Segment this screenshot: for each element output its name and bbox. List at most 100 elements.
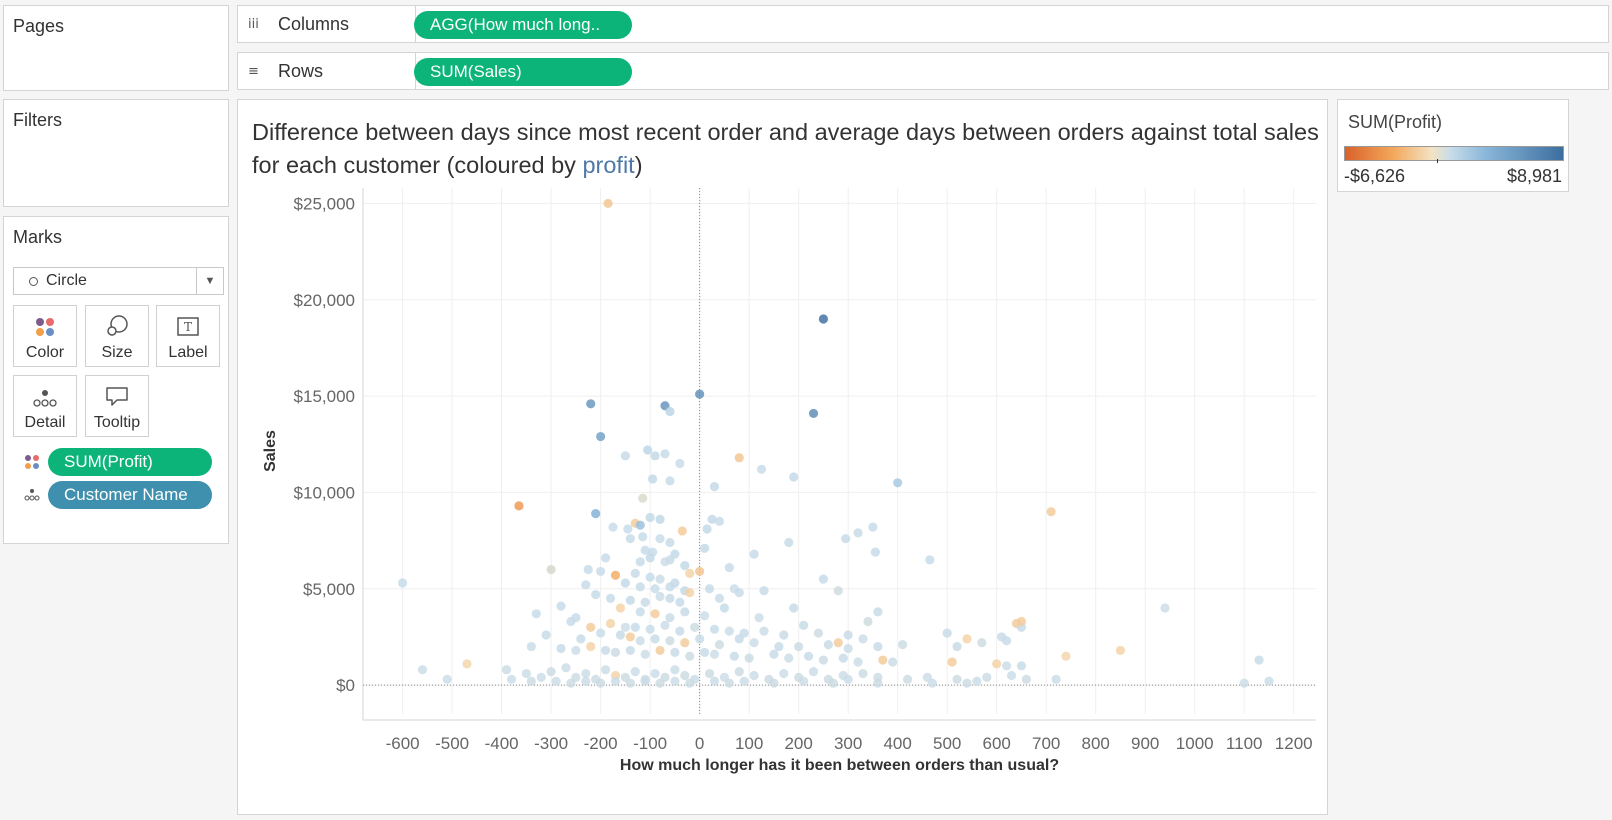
data-point[interactable] bbox=[645, 572, 655, 582]
data-point[interactable] bbox=[734, 634, 744, 644]
data-point[interactable] bbox=[596, 678, 606, 688]
data-point[interactable] bbox=[823, 640, 833, 650]
data-point[interactable] bbox=[620, 578, 630, 588]
data-point[interactable] bbox=[1046, 507, 1056, 517]
data-point[interactable] bbox=[680, 638, 690, 648]
data-point[interactable] bbox=[665, 593, 675, 603]
data-point[interactable] bbox=[843, 643, 853, 654]
data-point[interactable] bbox=[699, 543, 710, 553]
data-point[interactable] bbox=[625, 645, 635, 656]
data-point[interactable] bbox=[878, 655, 888, 665]
data-point[interactable] bbox=[813, 628, 824, 638]
data-point[interactable] bbox=[630, 568, 640, 578]
data-point[interactable] bbox=[650, 584, 660, 594]
data-point[interactable] bbox=[635, 636, 645, 646]
data-point[interactable] bbox=[704, 668, 715, 679]
data-point[interactable] bbox=[665, 476, 675, 486]
size-button[interactable]: Size bbox=[85, 305, 149, 367]
data-point[interactable] bbox=[665, 636, 675, 646]
data-point[interactable] bbox=[699, 647, 710, 657]
mark-type-dropdown[interactable]: Circle ▼ bbox=[13, 267, 224, 295]
data-point[interactable] bbox=[734, 453, 744, 463]
data-point[interactable] bbox=[655, 591, 665, 602]
data-point[interactable] bbox=[596, 628, 606, 638]
data-point[interactable] bbox=[660, 449, 670, 459]
data-point[interactable] bbox=[1051, 674, 1061, 684]
data-point[interactable] bbox=[680, 561, 690, 571]
dropdown-arrow-icon[interactable]: ▼ bbox=[196, 268, 223, 294]
detail-field-pill[interactable]: Customer Name bbox=[48, 481, 212, 509]
data-point[interactable] bbox=[556, 643, 566, 654]
data-point[interactable] bbox=[853, 657, 863, 667]
data-point[interactable] bbox=[586, 641, 596, 652]
data-point[interactable] bbox=[702, 524, 712, 534]
data-point[interactable] bbox=[685, 651, 695, 661]
data-point[interactable] bbox=[655, 645, 665, 656]
data-point[interactable] bbox=[591, 509, 601, 519]
data-point[interactable] bbox=[942, 628, 952, 638]
data-point[interactable] bbox=[583, 564, 593, 575]
data-point[interactable] bbox=[1001, 636, 1012, 646]
data-point[interactable] bbox=[581, 580, 591, 590]
data-point[interactable] bbox=[640, 597, 650, 607]
filters-card[interactable]: Filters bbox=[3, 99, 229, 207]
data-point[interactable] bbox=[843, 674, 853, 684]
data-point[interactable] bbox=[841, 534, 851, 544]
data-point[interactable] bbox=[724, 678, 734, 688]
data-point[interactable] bbox=[843, 630, 853, 640]
pages-card[interactable]: Pages bbox=[3, 5, 229, 91]
data-point[interactable] bbox=[655, 534, 665, 544]
data-point[interactable] bbox=[992, 659, 1002, 669]
data-point[interactable] bbox=[650, 634, 660, 644]
data-point[interactable] bbox=[759, 586, 769, 596]
data-point[interactable] bbox=[531, 609, 541, 619]
data-point[interactable] bbox=[620, 622, 630, 632]
data-point[interactable] bbox=[615, 630, 626, 640]
data-point[interactable] bbox=[665, 613, 675, 623]
data-point[interactable] bbox=[640, 649, 650, 659]
data-point[interactable] bbox=[927, 678, 937, 688]
data-point[interactable] bbox=[1239, 678, 1249, 688]
data-point[interactable] bbox=[759, 626, 769, 636]
label-button[interactable]: T Label bbox=[156, 305, 220, 367]
data-point[interactable] bbox=[714, 593, 725, 603]
data-point[interactable] bbox=[962, 634, 972, 644]
data-point[interactable] bbox=[655, 574, 665, 584]
data-point[interactable] bbox=[699, 611, 710, 621]
data-point[interactable] bbox=[808, 408, 819, 419]
data-point[interactable] bbox=[645, 512, 655, 523]
data-point[interactable] bbox=[818, 655, 829, 665]
columns-shelf[interactable]: iii Columns AGG(How much long.. bbox=[237, 5, 1609, 43]
data-point[interactable] bbox=[648, 474, 658, 484]
scatter-plot[interactable]: -600 -500 -400 -300 -200 -100 0 100 200 300 400 500… bbox=[238, 100, 1327, 814]
data-point[interactable] bbox=[625, 534, 635, 544]
data-point[interactable] bbox=[749, 638, 759, 648]
data-point[interactable] bbox=[665, 582, 675, 592]
data-point[interactable] bbox=[690, 622, 700, 632]
data-point[interactable] bbox=[754, 613, 764, 623]
data-point[interactable] bbox=[625, 678, 635, 688]
data-point[interactable] bbox=[729, 651, 739, 661]
data-point[interactable] bbox=[833, 586, 843, 596]
data-point[interactable] bbox=[610, 647, 621, 657]
data-point[interactable] bbox=[541, 630, 551, 640]
data-point[interactable] bbox=[947, 657, 957, 667]
data-point[interactable] bbox=[398, 578, 408, 588]
color-button[interactable]: Color bbox=[13, 305, 77, 367]
data-point[interactable] bbox=[898, 640, 908, 650]
data-point[interactable] bbox=[635, 557, 645, 567]
data-point[interactable] bbox=[853, 528, 863, 538]
data-point[interactable] bbox=[707, 514, 717, 524]
data-point[interactable] bbox=[982, 672, 992, 682]
data-point[interactable] bbox=[719, 603, 729, 613]
data-point[interactable] bbox=[551, 676, 561, 686]
data-point[interactable] bbox=[670, 647, 680, 657]
data-point[interactable] bbox=[600, 665, 611, 675]
color-field-pill[interactable]: SUM(Profit) bbox=[48, 448, 212, 476]
data-point[interactable] bbox=[734, 667, 744, 677]
data-point[interactable] bbox=[784, 653, 794, 663]
data-point[interactable] bbox=[625, 595, 635, 605]
data-point[interactable] bbox=[1006, 670, 1017, 681]
data-point[interactable] bbox=[873, 607, 883, 617]
data-point[interactable] bbox=[818, 574, 829, 584]
